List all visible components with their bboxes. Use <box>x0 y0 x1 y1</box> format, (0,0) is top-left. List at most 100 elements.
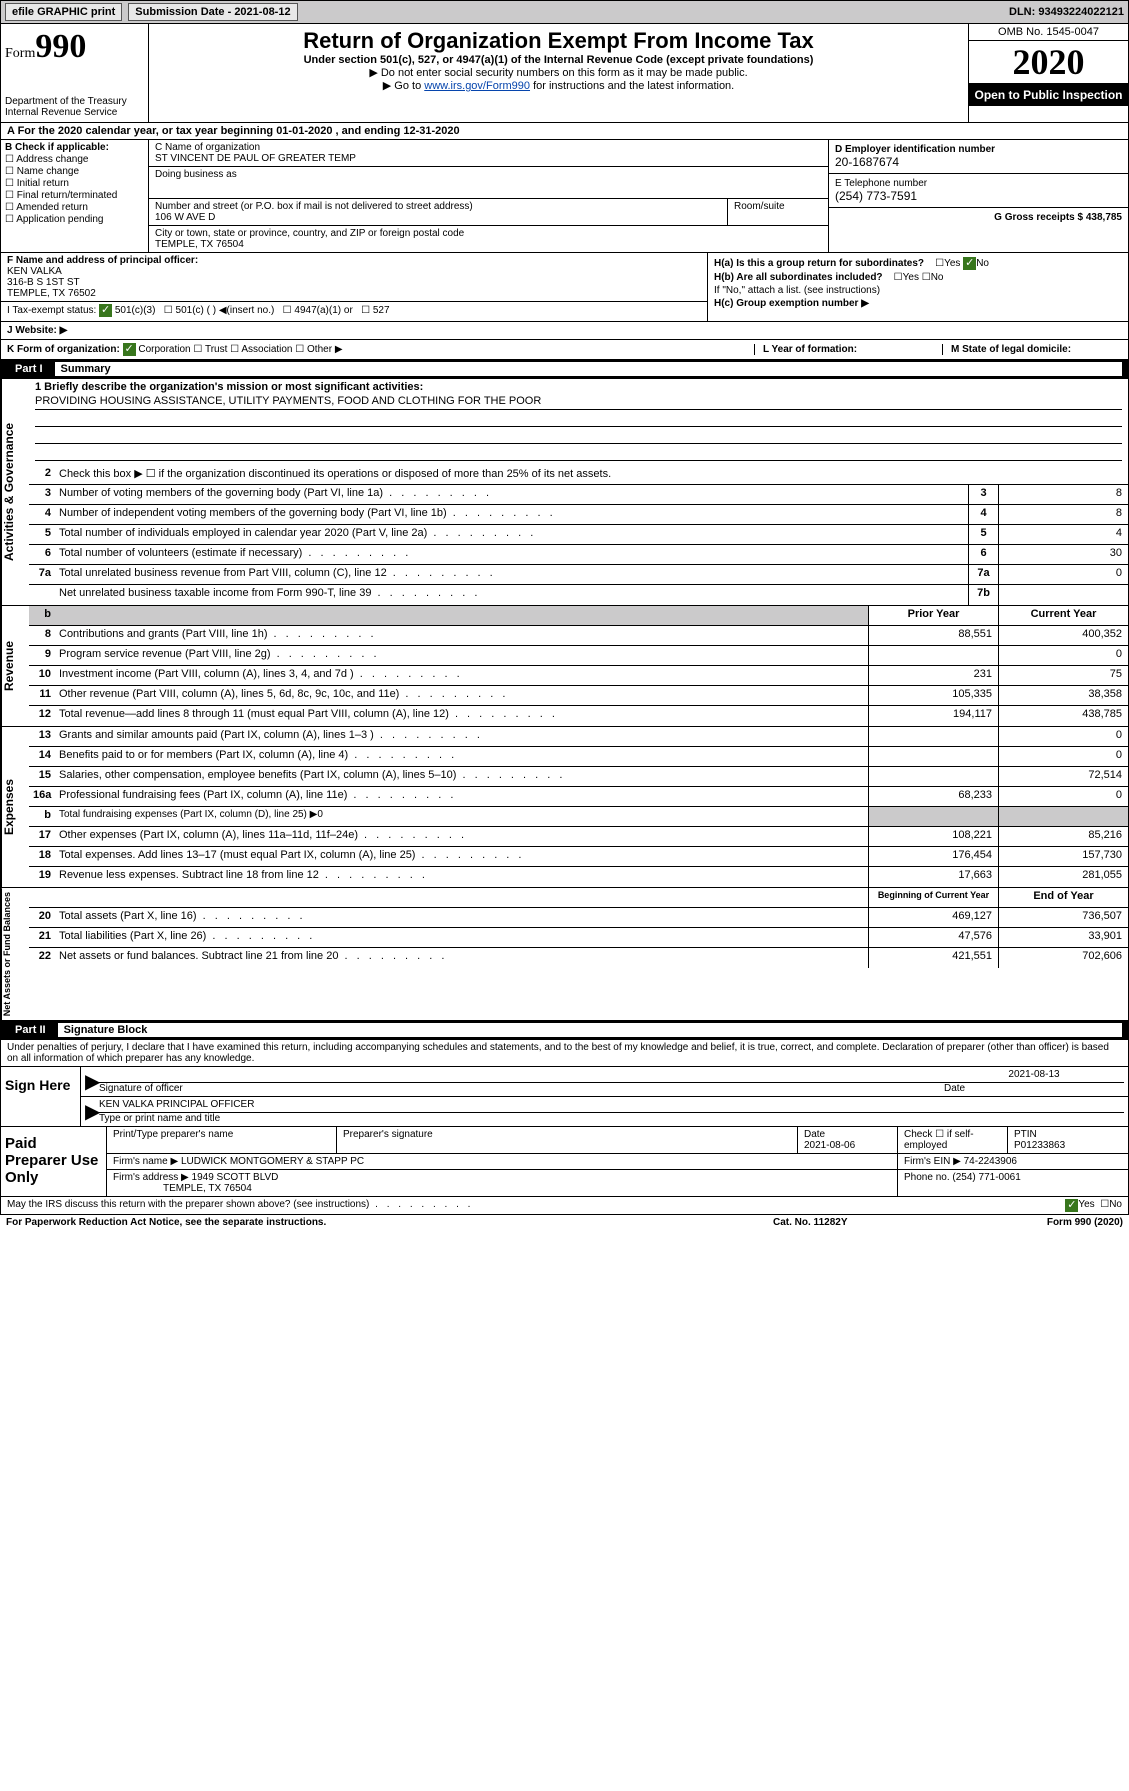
officer-addr2: TEMPLE, TX 76502 <box>7 288 96 299</box>
officer-addr1: 316-B S 1ST ST <box>7 277 80 288</box>
penalty-text: Under penalties of perjury, I declare th… <box>1 1040 1128 1067</box>
chk-initial-return[interactable]: ☐ Initial return <box>5 178 144 189</box>
date-label: Date <box>944 1083 965 1094</box>
chk-name-change[interactable]: ☐ Name change <box>5 166 144 177</box>
vtab-governance: Activities & Governance <box>1 379 29 605</box>
section-f-h: F Name and address of principal officer:… <box>0 253 1129 322</box>
firm-ein-lbl: Firm's EIN ▶ <box>904 1156 961 1167</box>
officer-name: KEN VALKA <box>7 266 62 277</box>
officer-label: F Name and address of principal officer: <box>7 255 198 266</box>
discuss-yes: Yes <box>1078 1199 1094 1212</box>
addr-value: 106 W AVE D <box>155 212 721 223</box>
hdr-prior: Prior Year <box>868 606 998 625</box>
phone-label: E Telephone number <box>835 178 927 189</box>
part2-header: Part II Signature Block <box>0 1021 1129 1040</box>
org-name: ST VINCENT DE PAUL OF GREATER TEMP <box>155 153 822 164</box>
part2-num: Part II <box>7 1024 54 1036</box>
addr-label: Number and street (or P.O. box if mail i… <box>155 201 721 212</box>
paid-preparer-label: Paid Preparer Use Only <box>1 1127 106 1196</box>
firm-phone-lbl: Phone no. <box>904 1172 950 1183</box>
footer: For Paperwork Reduction Act Notice, see … <box>0 1215 1129 1230</box>
city-value: TEMPLE, TX 76504 <box>155 239 822 250</box>
opt-501c: 501(c) ( ) ◀(insert no.) <box>176 305 275 316</box>
summary-netassets: Net Assets or Fund Balances Beginning of… <box>0 888 1129 1021</box>
opt-trust: Trust <box>205 344 227 355</box>
ptin-hdr: PTIN <box>1014 1129 1037 1140</box>
ha-label: H(a) Is this a group return for subordin… <box>714 258 924 269</box>
firm-addr2: TEMPLE, TX 76504 <box>163 1183 252 1194</box>
irs-discuss-q: May the IRS discuss this return with the… <box>7 1199 1065 1212</box>
hb-no[interactable]: No <box>931 272 944 283</box>
ha-yes[interactable]: Yes <box>944 258 960 269</box>
firm-addr1: 1949 SCOTT BLVD <box>192 1172 279 1183</box>
hdr-beginning: Beginning of Current Year <box>868 888 998 907</box>
part1-title: Summary <box>55 362 1122 376</box>
omb-number: OMB No. 1545-0047 <box>969 24 1128 41</box>
chk-application-pending[interactable]: ☐ Application pending <box>5 214 144 225</box>
phone-value: (254) 773-7591 <box>835 189 917 203</box>
hb-label: H(b) Are all subordinates included? <box>714 272 883 283</box>
line-l: L Year of formation: <box>763 344 857 355</box>
hdr-end: End of Year <box>998 888 1128 907</box>
line-k: K Form of organization: ✓ Corporation ☐ … <box>0 340 1129 360</box>
name-title-label: Type or print name and title <box>99 1113 220 1124</box>
prep-sig-hdr: Preparer's signature <box>337 1127 798 1153</box>
irs-link[interactable]: www.irs.gov/Form990 <box>424 80 530 92</box>
discuss-no[interactable]: No <box>1109 1199 1122 1212</box>
chk-amended-return[interactable]: ☐ Amended return <box>5 202 144 213</box>
dln-label: DLN: 93493224022121 <box>1009 6 1124 18</box>
part2-title: Signature Block <box>58 1023 1122 1037</box>
opt-corp: Corporation <box>138 344 190 355</box>
note-link-post: for instructions and the latest informat… <box>530 80 734 92</box>
form-number: 990 <box>35 28 86 65</box>
ein-value: 20-1687674 <box>835 155 899 169</box>
submission-date: Submission Date - 2021-08-12 <box>128 3 297 21</box>
col-b-header: B Check if applicable: <box>5 142 109 153</box>
firm-addr-lbl: Firm's address ▶ <box>113 1172 189 1183</box>
sig-date: 2021-08-13 <box>944 1069 1124 1083</box>
line-a-period: A For the 2020 calendar year, or tax yea… <box>0 123 1129 140</box>
vtab-revenue: Revenue <box>1 606 29 726</box>
ein-label: D Employer identification number <box>835 144 995 155</box>
firm-ein: 74-2243906 <box>964 1156 1017 1167</box>
line-i-label: I Tax-exempt status: <box>7 305 96 316</box>
footer-cat: Cat. No. 11282Y <box>773 1217 973 1228</box>
sign-here-label: Sign Here <box>1 1067 81 1126</box>
irs-discuss-line: May the IRS discuss this return with the… <box>0 1197 1129 1215</box>
line-m: M State of legal domicile: <box>951 344 1071 355</box>
summary-revenue: Revenue bPrior YearCurrent Year 8Contrib… <box>0 606 1129 727</box>
chk-address-change[interactable]: ☐ Address change <box>5 154 144 165</box>
hdr-current: Current Year <box>998 606 1128 625</box>
city-label: City or town, state or province, country… <box>155 228 822 239</box>
sig-officer-label: Signature of officer <box>99 1083 183 1094</box>
opt-501c3: 501(c)(3) <box>115 305 156 316</box>
efile-print-button[interactable]: efile GRAPHIC print <box>5 3 122 21</box>
dept-treasury: Department of the Treasury Internal Reve… <box>5 96 144 118</box>
mission-label: 1 Briefly describe the organization's mi… <box>35 381 423 393</box>
section-b-c-d: B Check if applicable: ☐ Address change … <box>0 140 1129 253</box>
summary-governance: Activities & Governance 1 Briefly descri… <box>0 379 1129 606</box>
chk-501c3[interactable]: ✓ <box>99 304 112 317</box>
line2: Check this box ▶ ☐ if the organization d… <box>55 465 1128 484</box>
part1-num: Part I <box>7 363 51 375</box>
chk-corporation[interactable]: ✓ <box>123 343 136 356</box>
prep-name-hdr: Print/Type preparer's name <box>107 1127 337 1153</box>
form-title: Return of Organization Exempt From Incom… <box>157 28 960 54</box>
line-k-label: K Form of organization: <box>7 344 120 355</box>
tax-year: 2020 <box>969 41 1128 84</box>
caret-icon: ▶ <box>85 1069 99 1094</box>
prep-date-val: 2021-08-06 <box>804 1140 855 1151</box>
hb-yes[interactable]: Yes <box>903 272 919 283</box>
discuss-yes-check[interactable]: ✓ <box>1065 1199 1078 1212</box>
form-label: Form <box>5 46 35 61</box>
chk-final-return[interactable]: ☐ Final return/terminated <box>5 190 144 201</box>
footer-right: Form 990 (2020) <box>973 1217 1123 1228</box>
ha-no-check[interactable]: ✓ <box>963 257 976 270</box>
hc-label: H(c) Group exemption number ▶ <box>714 298 869 309</box>
prep-selfemp[interactable]: Check ☐ if self-employed <box>898 1127 1008 1153</box>
ha-no: No <box>976 258 989 269</box>
gross-receipts: G Gross receipts $ 438,785 <box>994 212 1122 223</box>
ptin-val: P01233863 <box>1014 1140 1065 1151</box>
form-header: Form990 Department of the Treasury Inter… <box>0 24 1129 123</box>
opt-other: Other ▶ <box>307 344 342 355</box>
